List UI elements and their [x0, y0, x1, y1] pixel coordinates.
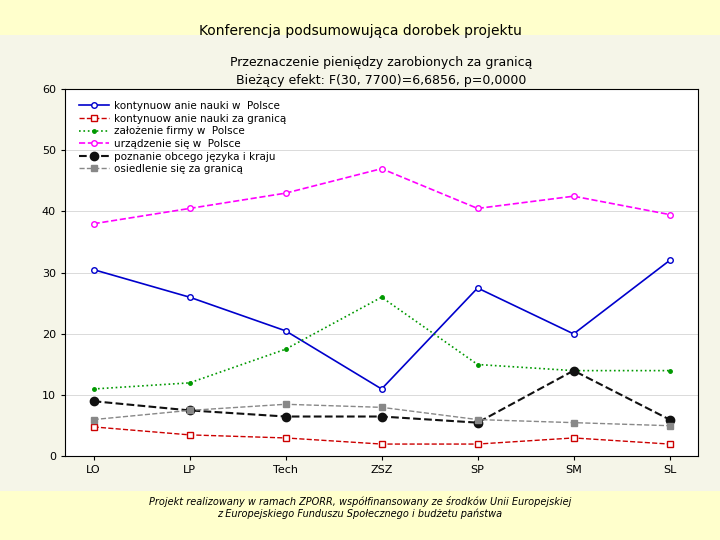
kontynuow anie nauki za granicą	[570, 435, 578, 441]
kontynuow anie nauki za granicą	[282, 435, 290, 441]
założenie firmy w  Polsce	[473, 361, 482, 368]
kontynuow anie nauki za granicą	[185, 431, 194, 438]
założenie firmy w  Polsce	[665, 367, 674, 374]
urządzenie się w  Polsce	[377, 165, 386, 172]
kontynuow anie nauki w  Polsce	[473, 285, 482, 291]
Line: osiedlenie się za granicą: osiedlenie się za granicą	[91, 402, 672, 428]
poznanie obcego języka i kraju	[665, 416, 674, 423]
osiedlenie się za granicą	[377, 404, 386, 410]
założenie firmy w  Polsce	[185, 380, 194, 386]
poznanie obcego języka i kraju	[282, 413, 290, 420]
Title: Przeznaczenie pieniędzy zarobionych za granicą
Bieżący efekt: F(30, 7700)=6,6856: Przeznaczenie pieniędzy zarobionych za g…	[230, 56, 533, 86]
osiedlenie się za granicą	[185, 407, 194, 414]
osiedlenie się za granicą	[473, 416, 482, 423]
osiedlenie się za granicą	[570, 420, 578, 426]
założenie firmy w  Polsce	[377, 294, 386, 300]
urządzenie się w  Polsce	[570, 193, 578, 199]
założenie firmy w  Polsce	[89, 386, 98, 392]
urządzenie się w  Polsce	[89, 220, 98, 227]
kontynuow anie nauki w  Polsce	[185, 294, 194, 300]
Line: kontynuow anie nauki w  Polsce: kontynuow anie nauki w Polsce	[91, 258, 672, 392]
Line: założenie firmy w  Polsce: założenie firmy w Polsce	[90, 294, 673, 393]
urządzenie się w  Polsce	[185, 205, 194, 212]
kontynuow anie nauki za granicą	[473, 441, 482, 447]
kontynuow anie nauki w  Polsce	[570, 330, 578, 337]
poznanie obcego języka i kraju	[473, 420, 482, 426]
poznanie obcego języka i kraju	[570, 367, 578, 374]
założenie firmy w  Polsce	[282, 346, 290, 353]
Line: urządzenie się w  Polsce: urządzenie się w Polsce	[91, 166, 672, 226]
Line: poznanie obcego języka i kraju: poznanie obcego języka i kraju	[89, 367, 674, 427]
kontynuow anie nauki w  Polsce	[665, 257, 674, 264]
kontynuow anie nauki za granicą	[377, 441, 386, 447]
kontynuow anie nauki w  Polsce	[89, 266, 98, 273]
osiedlenie się za granicą	[665, 422, 674, 429]
urządzenie się w  Polsce	[282, 190, 290, 197]
osiedlenie się za granicą	[89, 416, 98, 423]
Line: kontynuow anie nauki za granicą: kontynuow anie nauki za granicą	[91, 424, 672, 447]
Text: Projekt realizowany w ramach ZPORR, współfinansowany ze środków Unii Europejskie: Projekt realizowany w ramach ZPORR, wspó…	[149, 496, 571, 507]
urządzenie się w  Polsce	[665, 211, 674, 218]
kontynuow anie nauki w  Polsce	[282, 328, 290, 334]
założenie firmy w  Polsce	[570, 367, 578, 374]
kontynuow anie nauki w  Polsce	[377, 386, 386, 392]
urządzenie się w  Polsce	[473, 205, 482, 212]
Legend: kontynuow anie nauki w  Polsce, kontynuow anie nauki za granicą, założenie firmy: kontynuow anie nauki w Polsce, kontynuow…	[76, 98, 289, 177]
kontynuow anie nauki za granicą	[665, 441, 674, 447]
kontynuow anie nauki za granicą	[89, 424, 98, 430]
Text: Konferencja podsumowująca dorobek projektu: Konferencja podsumowująca dorobek projek…	[199, 24, 521, 38]
poznanie obcego języka i kraju	[377, 413, 386, 420]
osiedlenie się za granicą	[282, 401, 290, 408]
poznanie obcego języka i kraju	[89, 398, 98, 404]
Text: z Europejskiego Funduszu Społecznego i budżetu państwa: z Europejskiego Funduszu Społecznego i b…	[217, 509, 503, 519]
poznanie obcego języka i kraju	[185, 407, 194, 414]
